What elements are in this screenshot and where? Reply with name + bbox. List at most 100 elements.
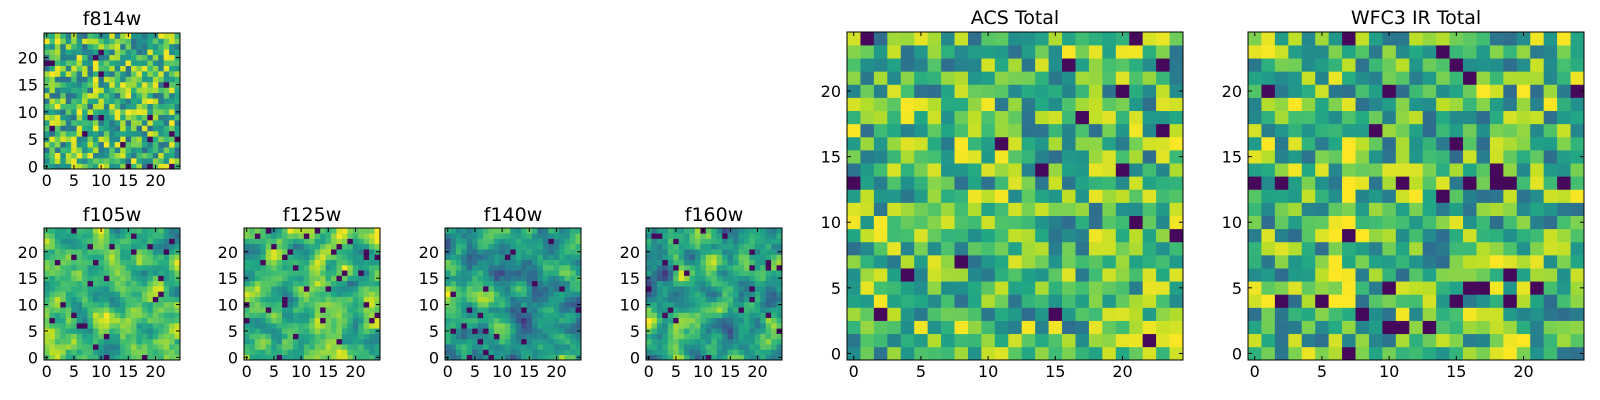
heatmap-cell: [733, 249, 739, 255]
heatmap-cell: [1115, 163, 1130, 177]
heatmap-cell: [927, 215, 942, 230]
heatmap-cell: [1088, 32, 1103, 46]
heatmap-cell: [1570, 150, 1585, 164]
heatmap-cell: [477, 275, 484, 282]
heatmap-cell: [1156, 176, 1170, 190]
heatmap-cell: [1570, 110, 1585, 125]
heatmap-cell: [1315, 71, 1329, 85]
heatmap-cell: [320, 259, 326, 266]
heatmap-cell: [60, 270, 67, 276]
heatmap-cell: [564, 296, 571, 303]
heatmap-cell: [120, 60, 126, 66]
heatmap-cell: [158, 38, 164, 45]
heatmap-cell: [532, 301, 538, 308]
heatmap-cell: [1315, 228, 1329, 243]
heatmap-cell: [254, 228, 261, 234]
heatmap-cell: [131, 87, 137, 94]
heatmap-cell: [287, 233, 294, 239]
heatmap-cell: [109, 33, 116, 39]
heatmap-cell: [1062, 97, 1076, 112]
heatmap-cell: [1169, 123, 1184, 138]
heatmap-cell: [1409, 150, 1424, 164]
heatmap-cell: [44, 323, 50, 329]
heatmap-cell: [967, 97, 982, 112]
heatmap-cell: [103, 328, 110, 334]
heatmap-cell: [542, 344, 549, 350]
heatmap-cell: [553, 233, 560, 239]
heatmap-cell: [358, 259, 364, 266]
heatmap-cell: [559, 228, 565, 234]
heatmap-cell: [765, 280, 772, 287]
heatmap-cell: [152, 312, 159, 319]
y-tick-label: 10: [18, 103, 38, 122]
heatmap-cell: [450, 328, 457, 334]
heatmap-cell: [87, 43, 94, 50]
heatmap-cell: [1422, 241, 1437, 256]
heatmap-cell: [981, 228, 996, 243]
heatmap-cell: [1382, 163, 1397, 177]
heatmap-cell: [1409, 294, 1424, 308]
heatmap-cell: [914, 136, 928, 151]
heatmap-cell: [667, 301, 674, 308]
heatmap-cell: [76, 152, 83, 159]
heatmap-cell: [369, 228, 375, 234]
heatmap-cell: [504, 323, 511, 329]
heatmap-cell: [483, 317, 489, 324]
heatmap-cell: [705, 291, 712, 297]
heatmap-cell: [169, 228, 175, 234]
heatmap-cell: [114, 301, 121, 308]
heatmap-cell: [743, 333, 750, 340]
heatmap-cell: [369, 280, 375, 287]
heatmap-cell: [499, 317, 506, 324]
heatmap-cell: [71, 54, 77, 61]
heatmap-cell: [82, 270, 88, 276]
heatmap-cell: [303, 338, 310, 345]
heatmap-cell: [504, 238, 511, 245]
heatmap-cell: [684, 233, 690, 239]
heatmap-cell: [1409, 228, 1424, 243]
heatmap-cell: [49, 65, 56, 72]
heatmap-cell: [1315, 97, 1329, 112]
heatmap-cell: [174, 254, 181, 260]
heatmap-cell: [1129, 71, 1143, 85]
heatmap-cell: [1368, 281, 1383, 295]
heatmap-cell: [927, 228, 942, 243]
heatmap-cell: [954, 110, 969, 125]
heatmap-cell: [336, 328, 343, 334]
heatmap-cell: [941, 97, 955, 112]
heatmap-cell: [1115, 176, 1130, 190]
heatmap-cell: [900, 215, 915, 230]
heatmap-cell: [158, 328, 164, 334]
heatmap-cell: [254, 270, 261, 276]
heatmap-cell: [673, 349, 679, 356]
heatmap-cell: [900, 241, 915, 256]
heatmap-cell: [954, 176, 969, 190]
heatmap-cell: [678, 291, 685, 297]
heatmap-cell: [646, 338, 652, 345]
heatmap-cell: [49, 323, 56, 329]
heatmap-cell: [1543, 268, 1558, 282]
heatmap-cell: [705, 312, 712, 319]
heatmap-cell: [1382, 32, 1397, 46]
heatmap-cell: [1368, 189, 1383, 203]
heatmap-cell: [109, 259, 116, 266]
heatmap-cell: [716, 312, 723, 319]
x-tick-label: 5: [1317, 362, 1327, 381]
heatmap-cell: [1516, 268, 1531, 282]
heatmap-cell: [71, 328, 77, 334]
heatmap-cell: [1516, 320, 1531, 335]
heatmap-cell: [722, 317, 728, 324]
y-tick-label: 20: [1222, 82, 1242, 101]
heatmap-cell: [331, 228, 337, 234]
heatmap-cell: [152, 301, 159, 308]
heatmap-cell: [521, 333, 527, 340]
heatmap-cell: [147, 76, 154, 83]
heatmap-cell: [298, 264, 305, 271]
heatmap-cell: [120, 109, 126, 115]
heatmap-cell: [1557, 268, 1571, 282]
heatmap-cell: [537, 328, 544, 334]
heatmap-cell: [147, 354, 154, 361]
heatmap-cell: [109, 228, 116, 234]
heatmap-cell: [169, 307, 175, 313]
heatmap-cell: [76, 333, 83, 340]
